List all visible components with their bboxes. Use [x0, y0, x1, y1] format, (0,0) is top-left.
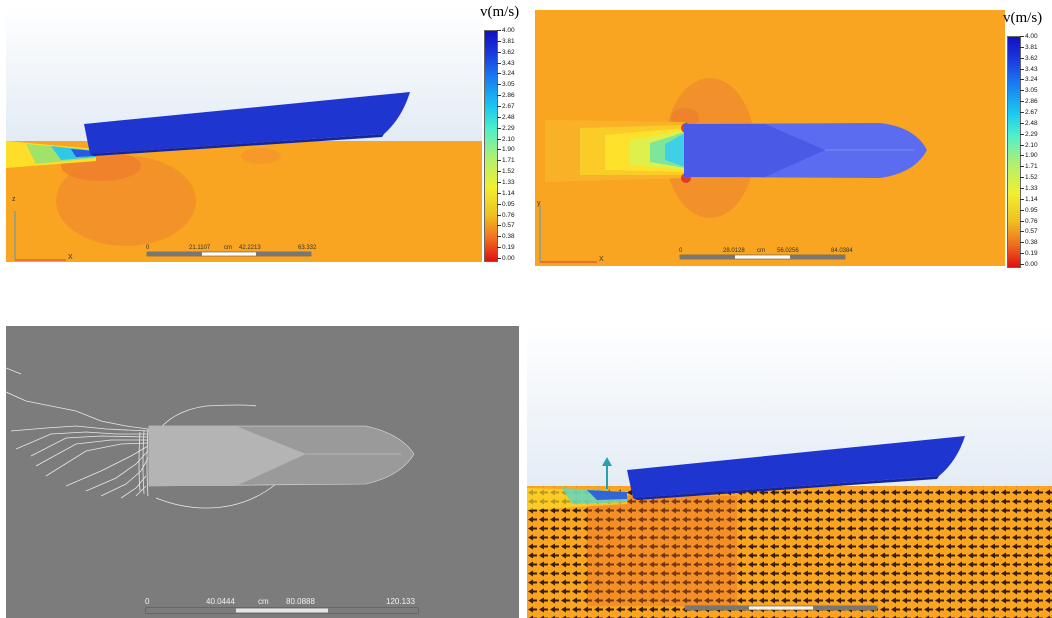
scale-label-2: 56.0256 [777, 248, 799, 254]
legend-tick-label: 3.05 [1020, 87, 1038, 95]
legend-tick-label: 3.62 [1020, 54, 1038, 62]
legend-tick-label: 3.81 [497, 37, 515, 45]
scale-label-3: 84.0384 [831, 248, 853, 254]
legend-tick-label: 1.33 [497, 179, 515, 186]
legend-tick-label: 0.00 [1020, 261, 1038, 268]
scale-label-1: 40.0444 [206, 597, 235, 606]
scale-label-unit: cm [224, 245, 232, 251]
hull-deck [684, 124, 825, 177]
legend-tick-label: 3.24 [1020, 76, 1038, 84]
pressure-blob [241, 148, 281, 164]
x-axis-label: X [599, 256, 604, 263]
vector-render [527, 326, 1052, 618]
legend-colorbar [1007, 36, 1021, 268]
legend-tick-label: 2.10 [497, 135, 515, 143]
scale-bar-segment [685, 606, 749, 610]
hull [627, 436, 965, 498]
legend-tick-label: 3.62 [497, 48, 515, 56]
scale-label-unit: cm [757, 248, 765, 254]
scale-bar-segment [328, 608, 418, 613]
scale-label-0: 0 [145, 597, 150, 606]
contour-view-panel: 0 40.0444 cm 80.0888 120.133 [6, 326, 519, 618]
legend-title: v(m/s) [1003, 10, 1043, 26]
scale-label-2: 80.0888 [286, 597, 315, 606]
pressure-blob [587, 496, 737, 606]
legend-tick-label: 0.19 [497, 244, 515, 252]
legend-colorbar [484, 30, 498, 262]
legend-tick-label: 2.48 [1020, 119, 1038, 127]
legend-tick-label: 2.86 [1020, 98, 1038, 106]
legend-title: v(m/s) [480, 4, 520, 20]
legend-tick-label: 3.24 [497, 70, 515, 78]
z-axis-label: z [12, 196, 16, 203]
contour-render [6, 326, 519, 618]
legend-tick-label: 2.86 [497, 92, 515, 100]
legend-tick-label: 0.19 [1020, 250, 1038, 258]
side-view-panel: z X 0 21.1107 cm 42.2213 63.332 [6, 6, 482, 262]
legend-tick-label: 2.29 [497, 124, 515, 132]
scale-label-unit: cm [258, 597, 269, 606]
legend-tick-label: 2.67 [1020, 109, 1038, 116]
scale-label-0: 0 [146, 245, 150, 251]
legend-tick-label: 1.52 [1020, 174, 1038, 182]
legend-tick-label: 0.57 [497, 222, 515, 230]
legend-tick-label: 2.10 [1020, 141, 1038, 149]
scale-label-2: 42.2213 [239, 245, 261, 251]
scale-label-3: 120.133 [386, 597, 415, 606]
legend-tick-label: 1.90 [1020, 152, 1038, 160]
velocity-legend: v(m/s) 4.00 3.81 3.62 3.43 3.24 3.05 2.86 2.67 2… [480, 4, 530, 266]
scale-bar-segment [680, 255, 735, 259]
velocity-vector-head [602, 457, 612, 466]
legend-tick-label: 1.71 [1020, 163, 1038, 171]
legend-tick-label: 0.76 [497, 211, 515, 219]
legend-tick-label: 3.05 [497, 81, 515, 89]
scale-bar-segment [813, 606, 877, 610]
legend-tick-label: 0.38 [497, 233, 515, 241]
vector-field [527, 486, 1052, 618]
vector-view-panel [527, 326, 1052, 618]
legend-tick-label: 1.33 [1020, 185, 1038, 192]
legend-tick-label: 3.43 [1020, 65, 1038, 73]
scale-bar-segment [147, 252, 202, 256]
legend-tick-label: 0.95 [497, 200, 515, 208]
legend-tick-label: 2.67 [497, 103, 515, 110]
hull [84, 92, 410, 154]
scale-label-1: 28.0128 [723, 248, 745, 254]
scale-label-1: 21.1107 [189, 245, 211, 251]
legend-tick-label: 1.52 [497, 168, 515, 176]
legend-tick-label: 0.57 [1020, 228, 1038, 236]
legend-tick-label: 2.48 [497, 113, 515, 121]
hull-deck [149, 426, 306, 486]
x-axis-label: X [68, 254, 73, 261]
velocity-legend: v(m/s) 4.00 3.81 3.62 3.43 3.24 3.05 2.86 2.67 2… [1003, 10, 1052, 272]
legend-tick-label: 4.00 [1020, 33, 1038, 40]
legend-tick-label: 1.90 [497, 146, 515, 154]
scale-bar-segment [790, 255, 845, 259]
y-axis-label: y [537, 200, 541, 207]
legend-tick-label: 0.95 [1020, 206, 1038, 214]
legend-tick-label: 1.71 [497, 157, 515, 165]
hull-keel [633, 476, 939, 500]
top-view-panel: y X 0 28.0128 cm 56.0256 84.0384 [535, 10, 1005, 266]
scale-label-3: 63.332 [298, 245, 317, 251]
legend-tick-label: 3.81 [1020, 43, 1038, 51]
legend-tick-label: 1.14 [497, 189, 515, 197]
legend-tick-label: 4.00 [497, 27, 515, 34]
legend-tick-label: 0.38 [1020, 239, 1038, 247]
legend-tick-label: 2.29 [1020, 130, 1038, 138]
scale-label-0: 0 [679, 248, 683, 254]
scale-bar-segment [256, 252, 311, 256]
legend-tick-label: 0.00 [497, 255, 515, 262]
contour-lines [6, 367, 277, 509]
scale-bar-segment [146, 608, 236, 613]
side-view-render [6, 6, 482, 262]
hull-keel [90, 134, 384, 156]
legend-tick-label: 1.14 [1020, 195, 1038, 203]
top-view-render [535, 10, 1005, 266]
legend-tick-label: 0.76 [1020, 217, 1038, 225]
legend-tick-label: 3.43 [497, 59, 515, 67]
wake-region [665, 133, 685, 167]
velocity-band-blue [587, 490, 627, 500]
